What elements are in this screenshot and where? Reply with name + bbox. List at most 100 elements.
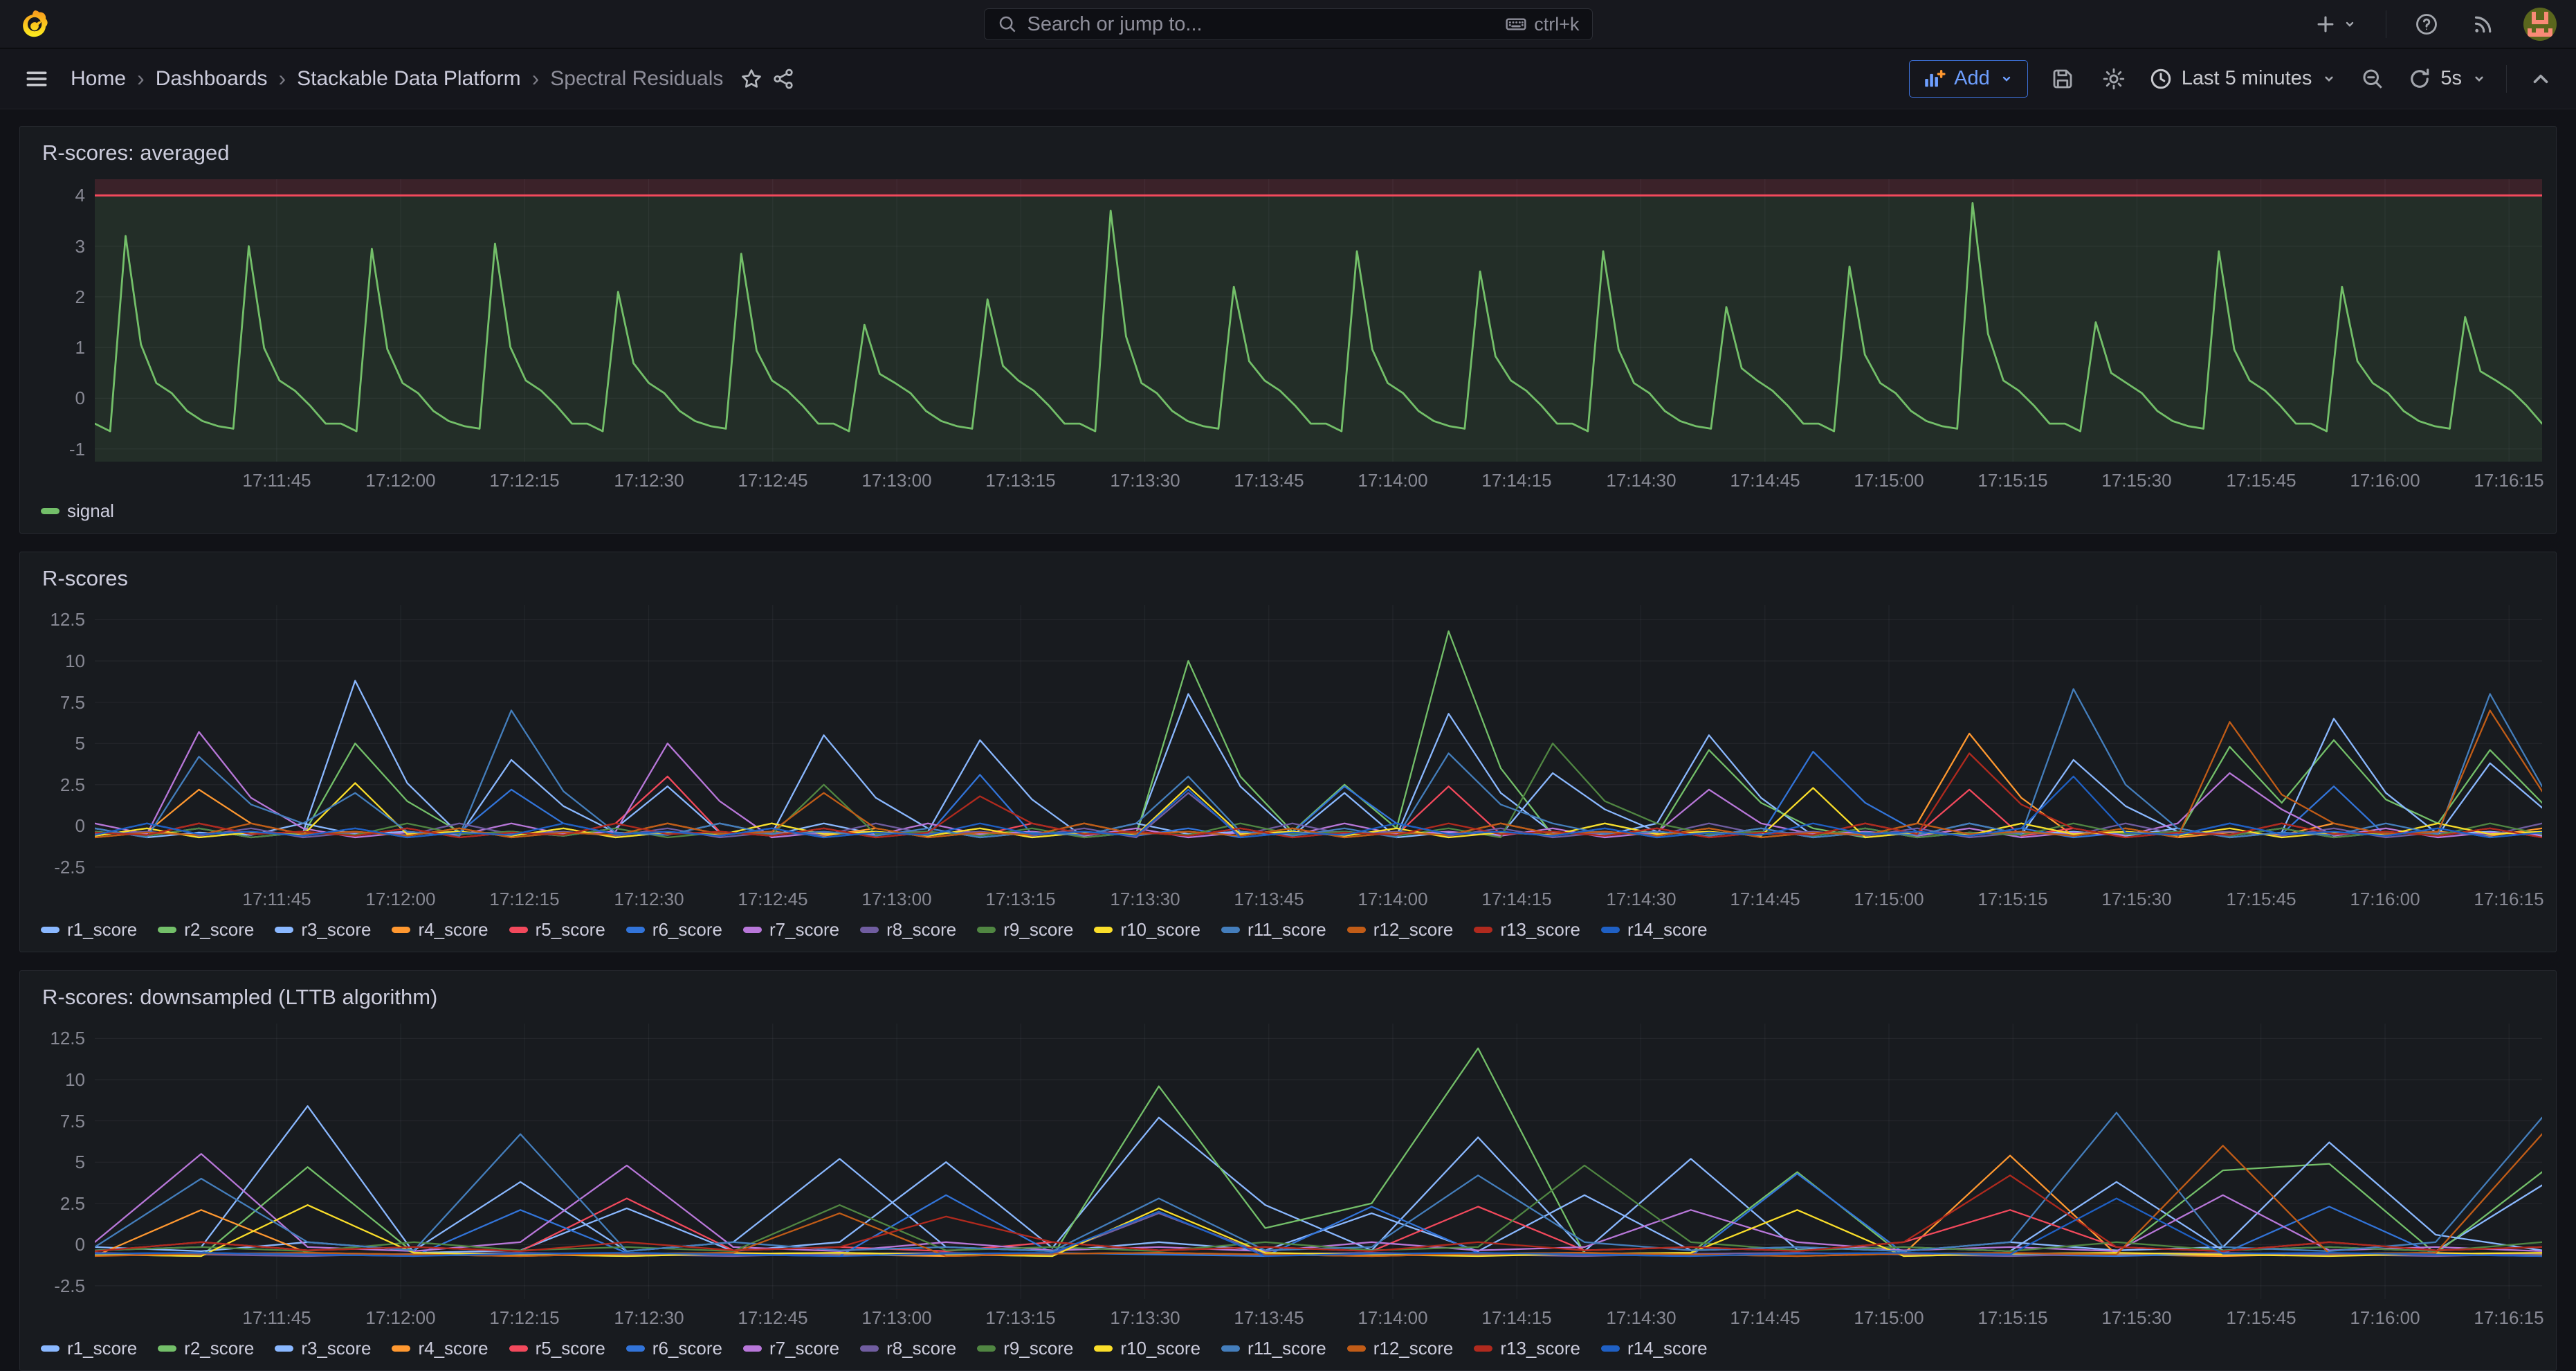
y-axis-tick-label: -2.5 <box>54 857 85 878</box>
panel-title[interactable]: R-scores: downsampled (LTTB algorithm) <box>42 985 438 1009</box>
series-color-pill <box>509 1345 528 1352</box>
panel-title[interactable]: R-scores: averaged <box>42 140 230 165</box>
save-icon <box>2053 69 2072 88</box>
series-color-pill <box>860 927 879 933</box>
series-label: r4_score <box>418 1338 488 1359</box>
legend-item-r10_score[interactable]: r10_score <box>1094 1338 1200 1359</box>
legend: r1_score r2_score r3_score r4_score r5_score… <box>34 916 2542 952</box>
legend-item-r4_score[interactable]: r4_score <box>392 1338 488 1359</box>
favorite-dashboard-button[interactable] <box>736 63 767 95</box>
series-color-pill <box>625 1345 645 1352</box>
legend-item-r9_score[interactable]: r9_score <box>977 1338 1073 1359</box>
x-axis-tick-label: 17:12:00 <box>365 470 436 491</box>
legend-item-r3_score[interactable]: r3_score <box>275 919 371 941</box>
plot-area[interactable] <box>95 179 2542 462</box>
y-axis-tick-label: 0 <box>75 815 85 836</box>
legend-item-r2_score[interactable]: r2_score <box>158 1338 254 1359</box>
legend-item-r11_score[interactable]: r11_score <box>1221 919 1326 941</box>
global-search[interactable]: ctrl+k <box>983 8 1593 40</box>
chevron-right-icon: › <box>278 66 286 91</box>
x-axis-tick-label: 17:12:30 <box>614 889 684 909</box>
legend-item-r12_score[interactable]: r12_score <box>1346 1338 1453 1359</box>
search-shortcut: ctrl+k <box>1505 13 1580 35</box>
share-dashboard-button[interactable] <box>767 63 799 95</box>
search-input[interactable] <box>1027 12 1496 36</box>
news-button[interactable] <box>2467 8 2500 41</box>
legend-item-r1_score[interactable]: r1_score <box>41 1338 137 1359</box>
x-axis-tick-label: 17:13:00 <box>861 1307 932 1328</box>
legend-item-r6_score[interactable]: r6_score <box>625 1338 722 1359</box>
legend-item-r14_score[interactable]: r14_score <box>1600 919 1708 941</box>
x-axis-tick-label: 17:12:30 <box>614 1307 684 1328</box>
clock-icon <box>2150 69 2171 89</box>
y-axis-tick-label: 0 <box>75 1234 85 1255</box>
zoom-out-time-button[interactable] <box>2356 62 2389 96</box>
legend-item-r7_score[interactable]: r7_score <box>742 1338 839 1359</box>
legend-item-r14_score[interactable]: r14_score <box>1600 1338 1708 1359</box>
series-color-pill <box>742 927 762 933</box>
legend-item-r4_score[interactable]: r4_score <box>392 919 488 941</box>
chevron-down-icon <box>2346 21 2354 27</box>
x-axis-tick-label: 17:13:30 <box>1110 1307 1180 1328</box>
legend-item-r2_score[interactable]: r2_score <box>158 919 254 941</box>
user-avatar[interactable] <box>2523 7 2557 41</box>
help-icon <box>2416 13 2437 35</box>
new-button[interactable] <box>2310 8 2362 40</box>
help-button[interactable] <box>2410 8 2443 41</box>
panel-rscores: R-scores 12.5 10 7.5 5 2.5 0 -2.5 17:11:45 17:1… <box>19 552 2557 952</box>
x-axis-tick-label: 17:13:30 <box>1110 889 1180 909</box>
series-label: r4_score <box>418 919 488 940</box>
series-color-pill <box>392 927 411 933</box>
breadcrumb-home[interactable]: Home <box>71 66 127 90</box>
legend-item-r5_score[interactable]: r5_score <box>509 919 605 941</box>
legend-item-r3_score[interactable]: r3_score <box>275 1338 371 1359</box>
y-axis-tick-label: 10 <box>65 651 85 671</box>
legend-item-r12_score[interactable]: r12_score <box>1346 919 1453 941</box>
breadcrumb-folder[interactable]: Stackable Data Platform <box>297 66 521 90</box>
chevron-down-icon <box>2325 76 2333 82</box>
y-axis-tick-label: 0 <box>75 388 85 408</box>
legend-item-signal[interactable]: signal <box>41 500 114 522</box>
refresh-picker[interactable]: 5s <box>2407 66 2488 91</box>
dashboard-settings-button[interactable] <box>2097 62 2130 96</box>
y-axis-tick-label: 3 <box>75 236 85 257</box>
x-axis-tick-label: 17:11:45 <box>242 1307 311 1328</box>
legend-item-r7_score[interactable]: r7_score <box>742 919 839 941</box>
series-color-pill <box>1094 1345 1113 1352</box>
plot-area[interactable] <box>95 605 2542 880</box>
x-axis-tick-label: 17:14:15 <box>1481 470 1552 491</box>
plot-area[interactable] <box>95 1024 2542 1299</box>
legend-item-r8_score[interactable]: r8_score <box>860 919 956 941</box>
y-axis-tick-label: 5 <box>75 1152 85 1172</box>
panel-title[interactable]: R-scores <box>42 566 129 590</box>
x-axis-tick-label: 17:14:30 <box>1606 889 1677 909</box>
legend-item-r11_score[interactable]: r11_score <box>1221 1338 1326 1359</box>
x-axis-tick-label: 17:13:15 <box>985 889 1056 909</box>
legend-item-r6_score[interactable]: r6_score <box>625 919 722 941</box>
x-axis-tick-label: 17:15:45 <box>2226 1307 2296 1328</box>
series-label: r14_score <box>1627 919 1708 940</box>
time-range-picker[interactable]: Last 5 minutes <box>2148 66 2339 91</box>
grafana-logo[interactable] <box>19 8 51 40</box>
legend-item-r5_score[interactable]: r5_score <box>509 1338 605 1359</box>
legend-item-r1_score[interactable]: r1_score <box>41 919 137 941</box>
x-axis-tick-label: 17:13:45 <box>1234 1307 1304 1328</box>
x-axis-tick-label: 17:16:15 <box>2474 889 2544 909</box>
star-icon <box>742 69 762 88</box>
legend-item-r8_score[interactable]: r8_score <box>860 1338 956 1359</box>
add-panel-button[interactable]: Add <box>1909 60 2028 98</box>
x-axis-tick-label: 17:13:15 <box>985 470 1056 491</box>
legend-item-r10_score[interactable]: r10_score <box>1094 919 1200 941</box>
x-axis-tick-label: 17:15:30 <box>2101 889 2172 909</box>
legend: signal <box>34 498 2542 533</box>
collapse-controls-button[interactable] <box>2525 63 2557 95</box>
legend-item-r9_score[interactable]: r9_score <box>977 919 1073 941</box>
mega-menu-toggle[interactable] <box>19 62 54 96</box>
legend-item-r13_score[interactable]: r13_score <box>1474 919 1580 941</box>
breadcrumb-dashboards[interactable]: Dashboards <box>155 66 268 90</box>
search-shortcut-label: ctrl+k <box>1534 13 1580 35</box>
panel-rscores-averaged: R-scores: averaged 4 3 2 1 0 -1 17:11:45 17:12… <box>19 126 2557 534</box>
save-dashboard-button[interactable] <box>2046 62 2079 96</box>
series-color-pill <box>977 1345 996 1352</box>
legend-item-r13_score[interactable]: r13_score <box>1474 1338 1580 1359</box>
